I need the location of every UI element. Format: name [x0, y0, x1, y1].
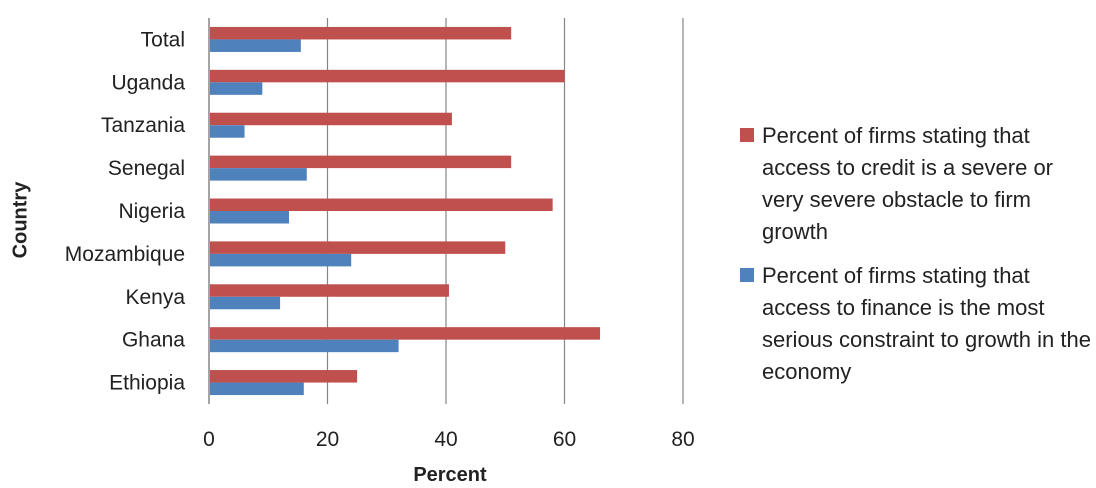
y-tick-labels: Ethiopia Ghana Kenya Mozambique Nigeria Seneg…: [65, 28, 186, 394]
bar-total-series-2: [210, 39, 301, 52]
bar-uganda-series-1: [210, 69, 565, 83]
bar-kenya-series-1: [210, 284, 449, 297]
x-tick-label-60: 60: [553, 428, 576, 451]
legend-swatch-credit: [740, 128, 754, 142]
bar-nigeria-series-2: [210, 211, 289, 224]
bar-mozambique-series-2: [210, 253, 352, 267]
bar-kenya-series-2: [210, 296, 281, 310]
legend: Percent of firms stating that access to …: [740, 120, 1096, 400]
x-tick-labels: 0 20 40 60 80: [203, 428, 695, 451]
legend-label-credit: Percent of firms stating that access to …: [762, 123, 1054, 244]
legend-label-finance: Percent of firms stating that access to …: [762, 263, 1091, 384]
bar-mozambique-series-1: [210, 241, 506, 254]
x-tick-label-80: 80: [671, 428, 694, 451]
y-tick-label-nigeria: Nigeria: [118, 200, 185, 223]
y-tick-label-ethiopia: Ethiopia: [109, 372, 185, 395]
x-tick-label-0: 0: [203, 428, 215, 451]
legend-item-finance: Percent of firms stating that access to …: [740, 260, 1096, 388]
bar-total-series-1: [210, 26, 512, 40]
bar-ethiopia-series-1: [210, 370, 358, 383]
x-tick-label-20: 20: [316, 428, 339, 451]
y-tick-label-tanzania: Tanzania: [101, 114, 185, 137]
x-axis-title: Percent: [413, 464, 487, 486]
bar-ghana-series-2: [210, 339, 399, 353]
bars: [210, 26, 601, 396]
bar-senegal-series-1: [210, 155, 512, 169]
y-axis-title-wrap: Country: [4, 120, 38, 320]
bar-tanzania-series-1: [210, 112, 452, 126]
bar-tanzania-series-2: [210, 125, 245, 138]
bar-senegal-series-2: [210, 168, 307, 181]
legend-item-credit: Percent of firms stating that access to …: [740, 120, 1096, 248]
legend-swatch-finance: [740, 268, 754, 282]
y-axis-title: Country: [9, 181, 32, 259]
y-tick-label-total: Total: [141, 28, 185, 51]
x-tick-label-40: 40: [434, 428, 457, 451]
y-tick-label-uganda: Uganda: [111, 71, 185, 94]
bar-ghana-series-1: [210, 327, 601, 340]
y-tick-label-ghana: Ghana: [122, 329, 185, 352]
bar-uganda-series-2: [210, 82, 263, 95]
y-tick-label-senegal: Senegal: [108, 157, 185, 180]
bar-nigeria-series-1: [210, 198, 553, 211]
bar-ethiopia-series-2: [210, 382, 304, 396]
y-tick-label-kenya: Kenya: [125, 286, 185, 309]
y-tick-label-mozambique: Mozambique: [65, 243, 185, 266]
